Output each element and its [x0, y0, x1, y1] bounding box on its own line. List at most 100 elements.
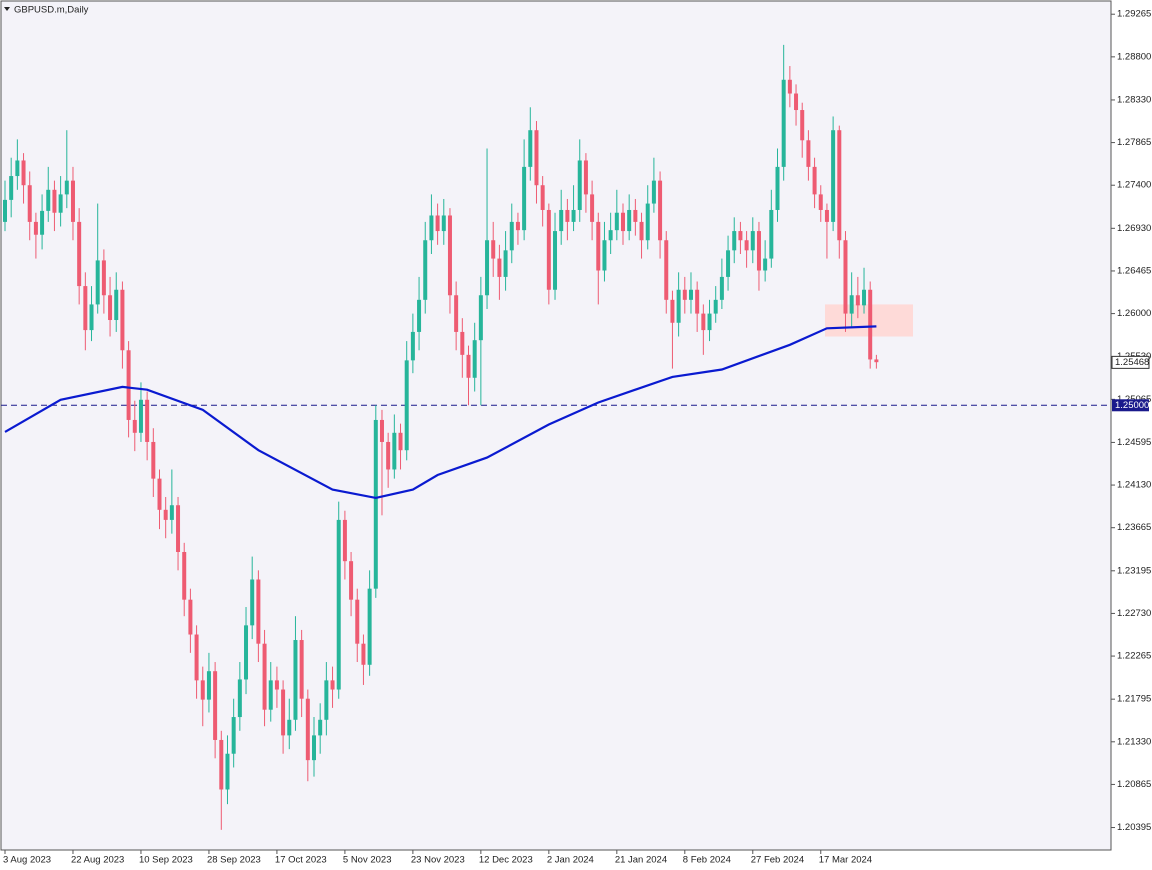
candle-body — [849, 295, 854, 314]
candle-body — [658, 180, 663, 241]
candle-body — [312, 735, 316, 761]
y-tick-label: 1.24130 — [1117, 480, 1151, 491]
candle-body — [379, 419, 384, 442]
candle-body — [732, 231, 737, 251]
candle-body — [744, 240, 749, 251]
candle-body — [707, 313, 712, 331]
candle-body — [818, 194, 823, 210]
candle-body — [719, 276, 724, 300]
candle-body — [95, 260, 100, 305]
candle-body — [64, 180, 69, 195]
x-tick-label: 5 Nov 2023 — [343, 855, 392, 866]
candle-body — [447, 215, 452, 296]
y-tick-label: 1.22265 — [1117, 651, 1151, 662]
candle-body — [256, 579, 261, 644]
candle-body — [330, 680, 335, 690]
candle-body — [862, 289, 867, 306]
candle-body — [392, 432, 397, 470]
candle-body — [639, 221, 644, 241]
candle-body — [274, 680, 279, 690]
candle-body — [590, 194, 595, 222]
candle-body — [633, 209, 638, 222]
candle-body — [15, 160, 20, 177]
candle-body — [417, 299, 422, 332]
candle-body — [219, 739, 224, 790]
y-tick-label: 1.23665 — [1117, 522, 1151, 533]
y-tick-label: 1.21795 — [1117, 694, 1151, 705]
candle-body — [163, 509, 168, 520]
candle-body — [466, 354, 471, 378]
candle-body — [120, 289, 125, 351]
candle-body — [756, 231, 761, 271]
candle-body — [169, 505, 174, 520]
y-tick-label: 1.26465 — [1117, 265, 1151, 276]
candle-body — [812, 166, 817, 195]
candle-body — [571, 209, 576, 222]
y-tick-label: 1.29265 — [1117, 9, 1151, 20]
x-tick-label: 22 Aug 2023 — [71, 855, 124, 866]
candle-body — [824, 209, 829, 222]
candle-body — [138, 399, 143, 433]
candle-body — [676, 289, 681, 323]
candle-body — [726, 250, 731, 277]
candle-body — [40, 210, 45, 235]
candle-body — [3, 199, 7, 222]
chart-title: GBPUSD.m,Daily — [14, 5, 89, 16]
candle-body — [373, 419, 378, 589]
candle-body — [769, 209, 774, 259]
candle-body — [404, 360, 409, 451]
candle-body — [293, 640, 298, 720]
candle-body — [46, 189, 51, 211]
candle-body — [713, 299, 718, 314]
candle-body — [608, 230, 613, 241]
candle-body — [281, 689, 286, 736]
candle-body — [522, 166, 527, 231]
candle-body — [398, 432, 403, 451]
candle-body — [583, 160, 588, 195]
candle-body — [701, 313, 706, 331]
candle-body — [361, 643, 366, 665]
candle-body — [664, 240, 669, 300]
candle-body — [355, 599, 360, 644]
menu-triangle[interactable] — [4, 7, 10, 11]
candle-body — [670, 299, 675, 323]
candle-body — [738, 231, 743, 241]
candle-body — [101, 260, 106, 296]
plot-area — [0, 0, 1112, 851]
candle-body — [602, 240, 607, 271]
candle-body — [596, 221, 601, 271]
y-tick-label: 1.20395 — [1117, 822, 1151, 833]
x-tick-label: 21 Jan 2024 — [615, 855, 667, 866]
candle-body — [491, 240, 496, 259]
candle-body — [831, 130, 836, 222]
candle-body — [21, 160, 26, 186]
candle-body — [485, 240, 490, 296]
candle-body — [33, 221, 38, 235]
candle-body — [794, 93, 799, 111]
hline-label-box — [1112, 399, 1149, 412]
candle-body — [52, 189, 57, 213]
y-tick-label: 1.26000 — [1117, 308, 1151, 319]
candle-body — [182, 551, 187, 600]
candle-body — [855, 295, 860, 306]
candle-body — [651, 180, 656, 204]
candle-body — [89, 304, 94, 331]
candle-body — [410, 331, 415, 361]
y-tick-label: 1.28800 — [1117, 51, 1151, 62]
candle-body — [546, 209, 551, 290]
candle-body — [528, 130, 533, 167]
y-tick-label: 1.24595 — [1117, 437, 1151, 448]
candle-body — [429, 215, 434, 241]
candle-body — [206, 671, 211, 700]
candle-body — [336, 519, 341, 690]
candle-body — [244, 625, 249, 680]
x-tick-label: 12 Dec 2023 — [479, 855, 533, 866]
x-tick-label: 8 Feb 2024 — [683, 855, 731, 866]
x-tick-label: 17 Mar 2024 — [819, 855, 872, 866]
candle-body — [787, 79, 792, 94]
candle-body — [763, 258, 768, 271]
candle-body — [386, 441, 391, 470]
candle-body — [151, 441, 156, 479]
candle-body — [837, 130, 842, 241]
